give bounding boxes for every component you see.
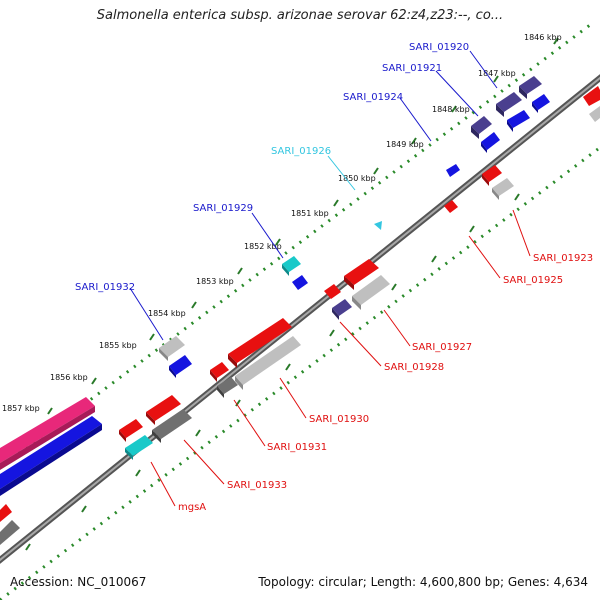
ruler-tracks bbox=[0, 23, 600, 600]
label-mgsa: mgsA bbox=[178, 502, 206, 513]
label-sari-01928: SARI_01928 bbox=[384, 362, 444, 373]
kbp-labels: 1846 kbp 1847 kbp 1848 kbp 1849 kbp 1850… bbox=[2, 33, 562, 413]
ruler-ticks bbox=[25, 37, 559, 551]
gene-blue-01929[interactable] bbox=[292, 275, 308, 290]
gene-sari-01923[interactable] bbox=[482, 165, 502, 186]
kbp-label: 1857 kbp bbox=[2, 404, 40, 413]
label-sari-01923: SARI_01923 bbox=[533, 253, 593, 264]
kbp-label: 1846 kbp bbox=[524, 33, 562, 42]
label-sari-01920: SARI_01920 bbox=[409, 42, 469, 53]
gene-mgsa[interactable] bbox=[125, 435, 153, 460]
gene-blue-2[interactable] bbox=[507, 110, 530, 132]
label-sari-01933: SARI_01933 bbox=[227, 480, 287, 491]
label-sari-01930: SARI_01930 bbox=[309, 414, 369, 425]
gene-sari-01928[interactable] bbox=[332, 299, 352, 320]
label-sari-01921: SARI_01921 bbox=[382, 63, 442, 74]
gene-sari-01920[interactable] bbox=[519, 76, 542, 99]
gene-sari-01930-red[interactable] bbox=[228, 318, 292, 368]
gene-sari-01933-dark[interactable] bbox=[152, 409, 192, 443]
label-sari-01925: SARI_01925 bbox=[503, 275, 563, 286]
gene-sari-01931[interactable] bbox=[217, 377, 238, 398]
label-sari-01927: SARI_01927 bbox=[412, 342, 472, 353]
label-sari-01931: SARI_01931 bbox=[267, 442, 327, 453]
gene-sari-01924-target[interactable] bbox=[446, 164, 460, 177]
kbp-label: 1849 kbp bbox=[386, 140, 424, 149]
gene-blue-1[interactable] bbox=[532, 94, 550, 113]
gene-grey-bottom-left[interactable] bbox=[0, 520, 20, 545]
label-sari-01926: SARI_01926 bbox=[271, 146, 331, 157]
gene-sari-01926[interactable] bbox=[374, 221, 382, 230]
kbp-label: 1854 kbp bbox=[148, 309, 186, 318]
map-title: Salmonella enterica subsp. arizonae sero… bbox=[96, 8, 504, 23]
gene-sari-01930-grey[interactable] bbox=[235, 336, 301, 390]
gene-features[interactable] bbox=[0, 76, 600, 545]
label-sari-01929: SARI_01929 bbox=[193, 203, 253, 214]
label-sari-01932: SARI_01932 bbox=[75, 282, 135, 293]
gene-sari-01921[interactable] bbox=[496, 92, 522, 117]
kbp-label: 1853 kbp bbox=[196, 277, 234, 286]
kbp-label: 1850 kbp bbox=[338, 174, 376, 183]
gene-red-01928a[interactable] bbox=[324, 284, 341, 299]
gene-red-bottom-left[interactable] bbox=[0, 504, 12, 522]
gene-labels: SARI_01920 SARI_01921 SARI_01924 SARI_01… bbox=[75, 42, 593, 513]
gene-blue-3[interactable] bbox=[481, 132, 500, 153]
kbp-label: 1852 kbp bbox=[244, 242, 282, 251]
accession-text: Accession: NC_010067 bbox=[10, 575, 147, 589]
kbp-label: 1848 kbp bbox=[432, 105, 470, 114]
gene-sari-01933-red[interactable] bbox=[146, 395, 181, 425]
gene-sari-01929[interactable] bbox=[282, 256, 301, 276]
gene-grey-right[interactable] bbox=[589, 106, 600, 122]
kbp-label: 1847 kbp bbox=[478, 69, 516, 78]
kbp-label: 1851 kbp bbox=[291, 209, 329, 218]
gene-sari-01932[interactable] bbox=[159, 336, 185, 361]
gene-blue-long[interactable] bbox=[0, 416, 102, 496]
ruler-inner bbox=[0, 145, 600, 600]
gene-grey-01923[interactable] bbox=[492, 178, 514, 200]
label-leaders bbox=[129, 50, 531, 507]
gene-blue-01932[interactable] bbox=[169, 355, 192, 378]
gene-sari-01925[interactable] bbox=[444, 200, 458, 213]
gene-sari-01927-grey[interactable] bbox=[352, 275, 390, 310]
gene-sari-01924[interactable] bbox=[471, 116, 492, 139]
label-sari-01924: SARI_01924 bbox=[343, 92, 403, 103]
topology-text: Topology: circular; Length: 4,600,800 bp… bbox=[258, 575, 588, 589]
gene-red-right[interactable] bbox=[583, 86, 600, 106]
gene-pink-long[interactable] bbox=[0, 397, 95, 470]
backbone bbox=[0, 74, 600, 564]
kbp-label: 1856 kbp bbox=[50, 373, 88, 382]
gene-red-01930b[interactable] bbox=[210, 362, 229, 382]
gene-red-mgsa[interactable] bbox=[119, 419, 143, 442]
kbp-label: 1855 kbp bbox=[99, 341, 137, 350]
gene-sari-01927-red[interactable] bbox=[344, 259, 379, 290]
